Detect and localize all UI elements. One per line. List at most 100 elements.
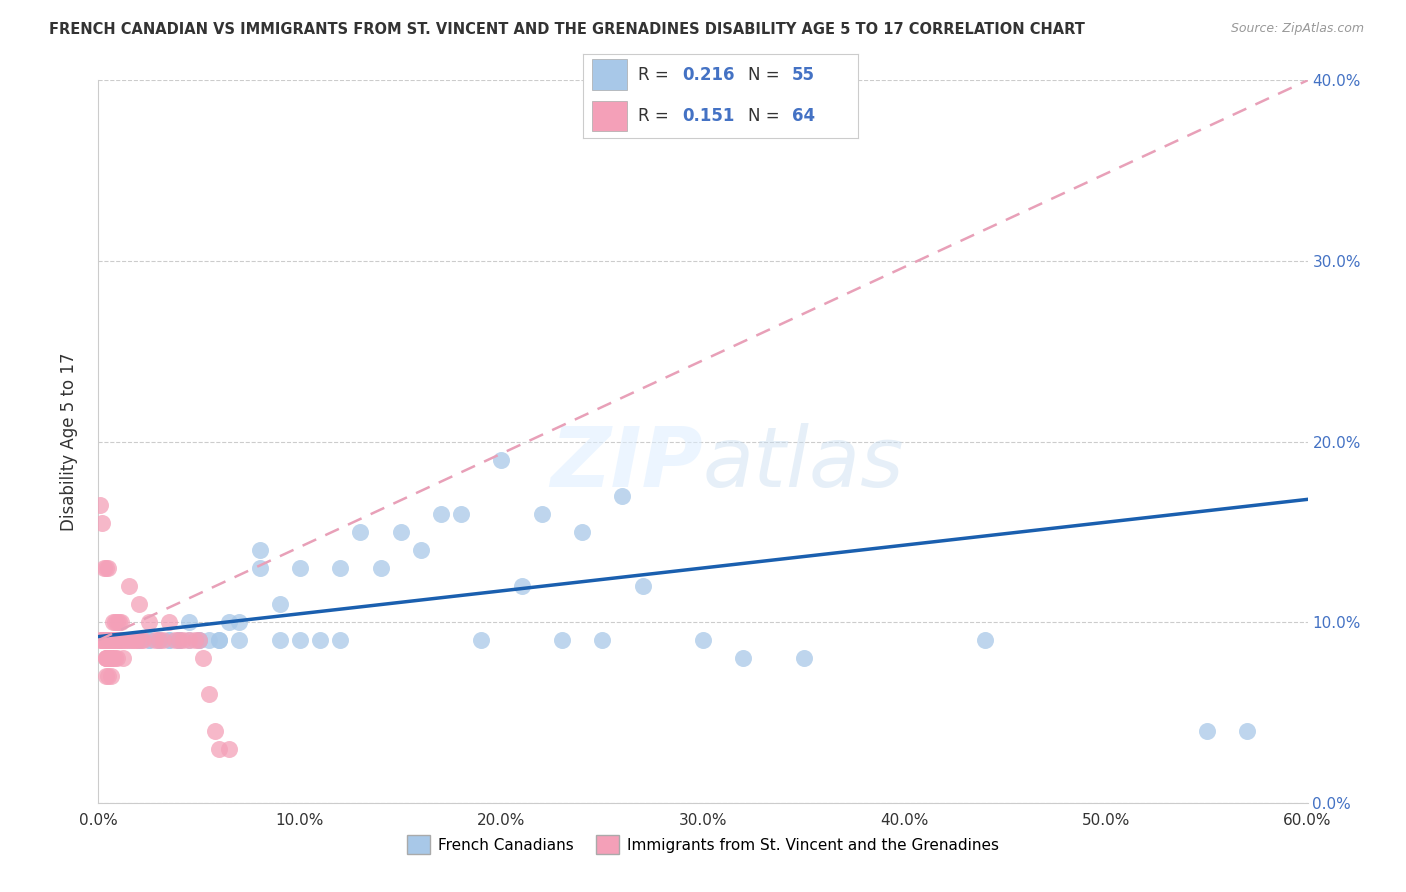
Point xyxy=(172,633,194,648)
Point xyxy=(198,633,221,648)
Point xyxy=(91,633,114,648)
Point xyxy=(96,651,118,665)
Point xyxy=(96,651,118,665)
Point xyxy=(107,633,129,648)
Point xyxy=(97,651,120,665)
Point xyxy=(121,633,143,648)
Point xyxy=(591,633,613,648)
Point xyxy=(93,633,115,648)
Point xyxy=(571,524,593,539)
Point xyxy=(208,741,231,756)
Point xyxy=(208,633,231,648)
Point xyxy=(450,507,472,521)
Point xyxy=(793,651,815,665)
Point xyxy=(128,633,150,648)
Point xyxy=(228,615,250,630)
Point xyxy=(148,633,170,648)
Text: N =: N = xyxy=(748,107,785,125)
Point xyxy=(974,633,997,648)
Point xyxy=(110,633,132,648)
Point xyxy=(107,633,129,648)
Point xyxy=(193,651,215,665)
Point xyxy=(97,669,120,683)
Point xyxy=(128,633,150,648)
Point xyxy=(97,633,120,648)
Point xyxy=(1236,723,1258,738)
Point xyxy=(128,597,150,611)
Point xyxy=(188,633,211,648)
Point xyxy=(510,579,533,593)
Point xyxy=(138,633,160,648)
Point xyxy=(692,633,714,648)
Point xyxy=(132,633,155,648)
Point xyxy=(105,633,128,648)
Point xyxy=(157,615,180,630)
Point xyxy=(157,633,180,648)
Point xyxy=(111,633,134,648)
Point xyxy=(470,633,492,648)
Point xyxy=(103,633,125,648)
Point xyxy=(551,633,574,648)
Point xyxy=(309,633,332,648)
Point xyxy=(409,542,432,557)
Point xyxy=(101,633,124,648)
Point xyxy=(97,633,120,648)
Point xyxy=(157,633,180,648)
Point xyxy=(179,633,201,648)
Point xyxy=(184,633,207,648)
Point xyxy=(101,615,124,630)
Text: 0.216: 0.216 xyxy=(682,66,735,84)
Point xyxy=(269,633,291,648)
Point xyxy=(97,633,120,648)
Point xyxy=(89,498,111,512)
Point xyxy=(188,633,211,648)
Text: 0.151: 0.151 xyxy=(682,107,734,125)
Point xyxy=(118,633,141,648)
Legend: French Canadians, Immigrants from St. Vincent and the Grenadines: French Canadians, Immigrants from St. Vi… xyxy=(401,830,1005,860)
Point xyxy=(97,561,120,575)
Point xyxy=(93,633,115,648)
Point xyxy=(163,633,186,648)
Point xyxy=(167,633,190,648)
Point xyxy=(129,633,152,648)
Text: 64: 64 xyxy=(792,107,815,125)
Point xyxy=(138,633,160,648)
Bar xyxy=(592,60,627,90)
Point xyxy=(105,651,128,665)
Point xyxy=(101,633,124,648)
Point xyxy=(329,561,352,575)
Point xyxy=(198,687,221,701)
Point xyxy=(118,579,141,593)
Point xyxy=(288,561,311,575)
Point xyxy=(631,579,654,593)
Point xyxy=(491,452,513,467)
Point xyxy=(93,561,115,575)
Point xyxy=(100,651,122,665)
Point xyxy=(218,615,240,630)
Point xyxy=(733,651,755,665)
Point xyxy=(148,633,170,648)
Point xyxy=(179,615,201,630)
Point xyxy=(103,615,125,630)
Text: R =: R = xyxy=(638,107,675,125)
Point xyxy=(167,633,190,648)
Point xyxy=(228,633,250,648)
Point xyxy=(97,651,120,665)
Point xyxy=(349,524,371,539)
Point xyxy=(101,651,124,665)
Text: N =: N = xyxy=(748,66,785,84)
Point xyxy=(96,651,118,665)
Text: 55: 55 xyxy=(792,66,815,84)
Point xyxy=(111,651,134,665)
Point xyxy=(167,633,190,648)
Point xyxy=(389,524,412,539)
Point xyxy=(96,669,118,683)
Point xyxy=(138,615,160,630)
Point xyxy=(91,633,114,648)
Point xyxy=(100,633,122,648)
Point xyxy=(1195,723,1218,738)
Point xyxy=(148,633,170,648)
Point xyxy=(105,615,128,630)
Point xyxy=(115,633,138,648)
Bar xyxy=(592,101,627,131)
